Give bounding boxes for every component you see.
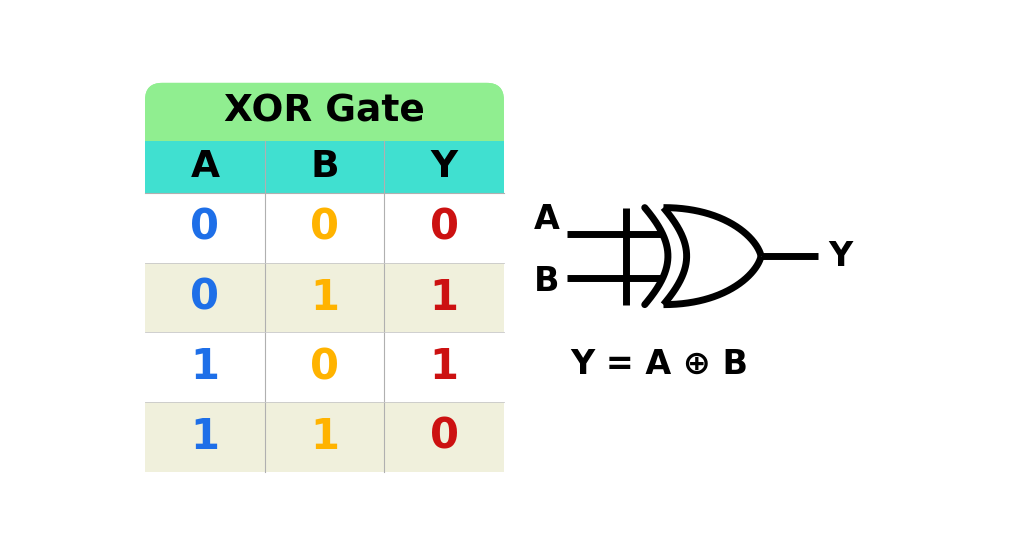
Text: 0: 0 (190, 207, 219, 249)
Text: 0: 0 (430, 416, 459, 458)
Text: 1: 1 (310, 276, 339, 319)
Text: Y = A ⊕ B: Y = A ⊕ B (570, 348, 748, 381)
FancyBboxPatch shape (145, 83, 504, 141)
Text: 1: 1 (430, 276, 459, 319)
Text: Y: Y (827, 239, 852, 273)
Bar (145, 402, 504, 472)
Bar (145, 112, 504, 141)
Text: XOR Gate: XOR Gate (224, 94, 425, 130)
Bar (145, 193, 504, 263)
Text: A: A (534, 203, 559, 236)
Bar (145, 332, 504, 402)
Text: Y: Y (430, 149, 458, 185)
FancyBboxPatch shape (145, 83, 504, 472)
Bar (145, 263, 504, 332)
Text: 0: 0 (190, 276, 219, 319)
Text: 1: 1 (190, 346, 219, 388)
Text: 1: 1 (190, 416, 219, 458)
Text: B: B (534, 266, 559, 299)
Text: 0: 0 (310, 207, 339, 249)
Text: 1: 1 (430, 346, 459, 388)
Text: 1: 1 (310, 416, 339, 458)
Text: 0: 0 (430, 207, 459, 249)
Text: A: A (190, 149, 219, 185)
Text: 0: 0 (310, 346, 339, 388)
Text: B: B (310, 149, 339, 185)
Bar (145, 141, 504, 193)
